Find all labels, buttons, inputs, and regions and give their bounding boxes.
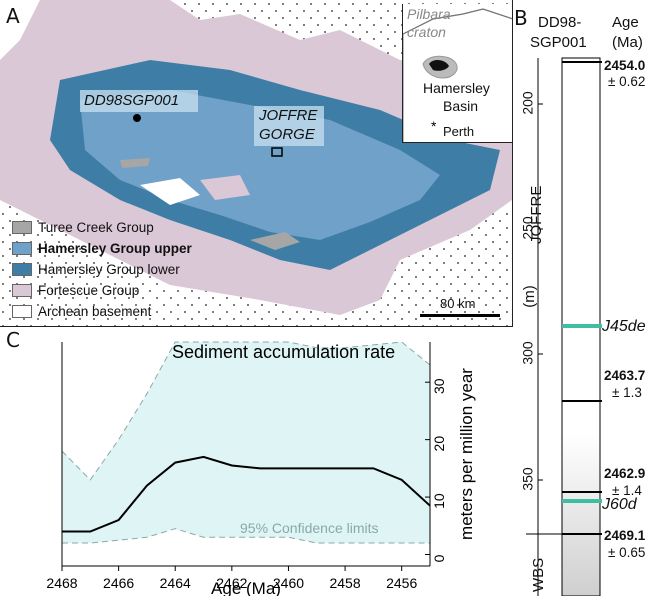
site-label: DD98SGP001 xyxy=(84,92,180,109)
legend-swatch xyxy=(12,242,32,255)
legend-swatch xyxy=(12,263,32,276)
age-header-1: Age xyxy=(612,14,639,31)
confidence-lower-line xyxy=(62,528,430,544)
x-tick-label: 2458 xyxy=(329,575,360,591)
legend-label: Fortescue Group xyxy=(38,283,140,298)
formation-label-wbs: WBS xyxy=(530,557,547,592)
site-marker xyxy=(133,114,141,122)
panel-letter-a: A xyxy=(6,4,20,28)
x-tick-label: 2460 xyxy=(273,575,304,591)
x-tick-label: 2456 xyxy=(386,575,417,591)
col-header-1: DD98- xyxy=(538,14,582,31)
age-err-3: ± 1.4 xyxy=(612,483,642,498)
col-header-2: SGP001 xyxy=(530,34,587,51)
y-axis-label: meters per million year xyxy=(457,368,476,540)
core-column-panel: B DD98- SGP001 Age (Ma) 200 250 300 350 xyxy=(512,0,655,596)
tick-label-350: 350 xyxy=(519,467,536,491)
x-tick-label: 2464 xyxy=(160,575,191,591)
panel-letter-c: C xyxy=(6,328,20,352)
legend-item-hamersley-lower: Hamersley Group lower xyxy=(12,262,180,277)
band-label: 95% Confidence limits xyxy=(240,520,379,536)
legend-item-hamersley-upper: Hamersley Group upper xyxy=(12,241,192,256)
age-value-1: 2454.0 xyxy=(604,58,646,73)
inset-basin-2: Basin xyxy=(443,98,479,114)
tick-label-200: 200 xyxy=(519,91,536,115)
turee-creek-area xyxy=(250,232,300,250)
inset-basin-1: Hamersley xyxy=(423,80,490,96)
age-err-1: ± 0.62 xyxy=(608,74,646,89)
map-panel: DD98SGP001 JOFFRE GORGE Turee Creek Grou… xyxy=(0,0,513,327)
legend-label: Archean basement xyxy=(38,304,152,319)
marker-label-j45de: J45de xyxy=(602,318,646,335)
y-tick-label: 20 xyxy=(431,436,447,452)
scale-bar xyxy=(420,314,500,317)
age-value-4: 2469.1 xyxy=(604,528,646,543)
y-tick-label: 30 xyxy=(431,378,447,394)
depth-axis-label: (m) xyxy=(520,285,538,308)
formation-label-joffre: JOFFRE xyxy=(528,185,545,244)
sediment-rate-chart: 2468 2466 2464 2462 2460 2458 2456 0 10 20 30 Sedim… xyxy=(46,341,476,598)
tick-label-300: 300 xyxy=(519,341,536,365)
age-err-4: ± 0.65 xyxy=(608,545,646,560)
core-column-svg xyxy=(526,57,602,596)
legend-label: Hamersley Group lower xyxy=(38,262,180,277)
confidence-upper-line xyxy=(61,341,431,481)
x-tick-label: 2468 xyxy=(46,575,77,591)
age-header-2: (Ma) xyxy=(612,34,643,51)
inset-craton-1: Pilbara xyxy=(407,6,451,22)
x-tick-label: 2466 xyxy=(103,575,134,591)
inset-star-icon: * xyxy=(431,118,437,134)
x-axis-label: Age (Ma) xyxy=(211,579,281,596)
age-value-3: 2462.9 xyxy=(604,466,646,481)
inset-map: * Pilbara craton Hamersley Basin Perth xyxy=(402,4,512,143)
gorge-label-1: JOFFRE xyxy=(259,107,318,124)
legend-swatch xyxy=(12,305,32,318)
inset-basin-fill xyxy=(429,60,449,71)
hamersley-upper-area xyxy=(80,90,440,240)
chart-panel: C 2468 2466 2464 2462 2460 2458 2456 0 10 20 30 Sed… xyxy=(0,326,512,598)
age-err-2: ± 1.3 xyxy=(612,385,642,400)
confidence-band xyxy=(62,342,430,544)
y-tick-label: 10 xyxy=(431,493,447,509)
gorge-label-2: GORGE xyxy=(259,126,315,143)
gorge-marker xyxy=(271,147,283,157)
legend-label: Hamersley Group upper xyxy=(38,241,192,256)
scale-label: 80 km xyxy=(440,296,476,311)
legend-item-turee: Turee Creek Group xyxy=(12,220,154,235)
x-tick-label: 2462 xyxy=(216,575,247,591)
age-value-2: 2463.7 xyxy=(604,368,646,383)
legend-swatch xyxy=(12,221,32,234)
legend-item-fortescue: Fortescue Group xyxy=(12,283,139,298)
legend-label: Turee Creek Group xyxy=(38,220,154,235)
inset-craton-2: craton xyxy=(407,24,446,40)
marker-label-j60d: J60d xyxy=(602,496,637,513)
legend-item-archean: Archean basement xyxy=(12,304,151,319)
legend-swatch xyxy=(12,284,32,297)
rate-line xyxy=(62,455,431,533)
y-tick-label: 0 xyxy=(431,554,447,562)
inset-city: Perth xyxy=(443,124,475,139)
chart-title: Sediment accumulation rate xyxy=(172,342,395,362)
panel-letter-b: B xyxy=(514,6,528,30)
